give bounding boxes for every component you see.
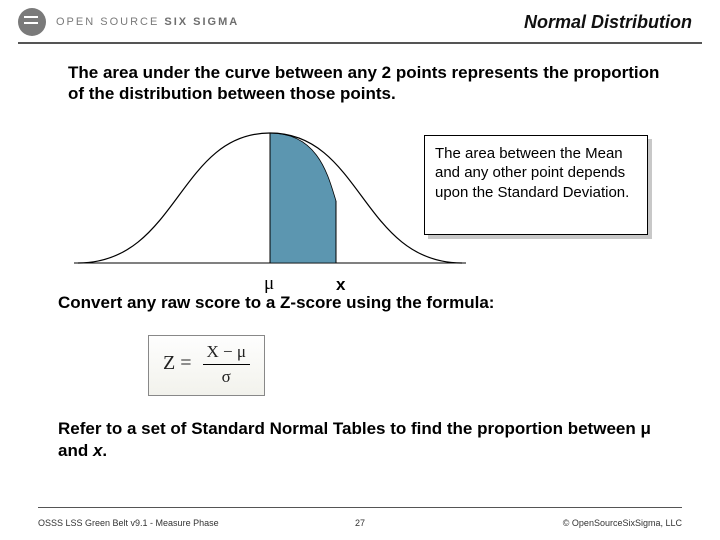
formula-lhs: Z = [163, 352, 192, 374]
formula-numerator: X − μ [203, 342, 250, 365]
callout-box: The area between the Mean and any other … [424, 135, 648, 235]
refer-a: Refer to a set of Standard Normal Tables… [58, 419, 640, 438]
shaded-area [270, 133, 336, 263]
normal-curve-chart [58, 113, 468, 273]
formula-fraction: X − μ σ [203, 342, 250, 387]
x-label: x [336, 275, 345, 295]
formula-wrap: Z = X − μ σ [148, 335, 680, 396]
footer-page: 27 [355, 518, 365, 528]
footer-rule [38, 507, 682, 509]
footer: OSSS LSS Green Belt v9.1 - Measure Phase… [38, 518, 682, 528]
refer-x: x [93, 441, 102, 460]
content: The area under the curve between any 2 p… [0, 44, 720, 462]
mu-label: μ [264, 273, 274, 295]
logo-icon [18, 8, 46, 36]
page-title: Normal Distribution [524, 12, 702, 33]
footer-right: © OpenSourceSixSigma, LLC [563, 518, 682, 528]
refer-and: and [58, 441, 93, 460]
refer-end: . [102, 441, 107, 460]
intro-paragraph: The area under the curve between any 2 p… [68, 62, 680, 105]
refer-paragraph: Refer to a set of Standard Normal Tables… [58, 418, 680, 462]
header: OPEN SOURCE SIX SIGMA Normal Distributio… [0, 0, 720, 40]
brand-part-a: OPEN SOURCE [56, 16, 159, 28]
refer-mu: μ [640, 419, 650, 438]
chart-area: The area between the Mean and any other … [58, 113, 648, 293]
footer-left: OSSS LSS Green Belt v9.1 - Measure Phase [38, 518, 219, 528]
brand-text: OPEN SOURCE SIX SIGMA [56, 16, 239, 28]
convert-paragraph: Convert any raw score to a Z-score using… [58, 293, 680, 313]
brand-part-b: SIX SIGMA [164, 16, 239, 28]
formula-denominator: σ [203, 365, 250, 387]
formula-box: Z = X − μ σ [148, 335, 265, 396]
